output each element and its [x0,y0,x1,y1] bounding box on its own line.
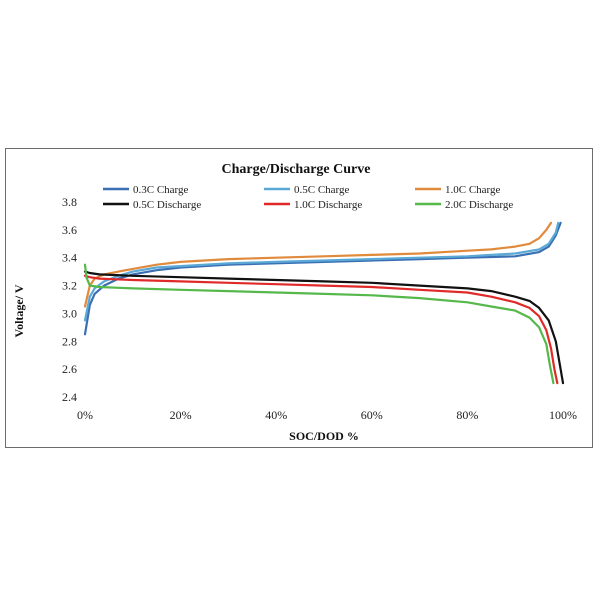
series-line-1-0c-discharge [83,274,559,385]
legend-label: 1.0C Charge [445,184,501,196]
chart-title: Charge/Discharge Curve [222,162,371,177]
legend-label: 0.5C Discharge [133,199,201,211]
legend-item: 2.0C Discharge [415,199,513,211]
series-group [83,221,565,385]
y-tick-label: 3.6 [62,223,77,237]
x-tick-label: 20% [170,408,192,422]
charge-discharge-chart: Charge/Discharge Curve 0.3C Charge 0.5C C… [12,162,577,443]
x-tick-label: 100% [549,408,577,422]
y-tick-label: 3.2 [62,279,77,293]
legend-item: 0.5C Discharge [103,199,201,211]
legend-label: 1.0C Discharge [294,199,362,211]
legend-label: 0.5C Charge [294,184,350,196]
series-line-0-5c-charge [83,221,560,322]
y-axis-label: Voltage/ V [12,284,26,337]
legend-item: 0.3C Charge [103,184,189,196]
series-line-0-3c-charge [83,221,562,336]
legend-label: 0.3C Charge [133,184,189,196]
series-line-0-5c-discharge [83,270,565,385]
y-tick-label: 2.6 [62,362,77,376]
legend-item: 1.0C Discharge [264,199,362,211]
legend: 0.3C Charge 0.5C Charge 1.0C Charge 0.5C Di… [103,184,513,211]
chart-frame: Charge/Discharge Curve 0.3C Charge 0.5C C… [5,148,593,448]
y-tick-label: 2.8 [62,334,77,348]
legend-item: 1.0C Charge [415,184,501,196]
axes: 2.4 2.6 2.8 3.0 3.2 3.4 3.6 3.8 0% 20% 40% 60% 80% 10… [62,195,577,422]
series-line-2-0c-discharge [83,263,555,385]
x-tick-label: 80% [456,408,478,422]
y-tick-label: 3.8 [62,195,77,209]
x-axis-label: SOC/DOD % [289,429,359,443]
y-tick-label: 3.0 [62,306,77,320]
x-tick-label: 60% [361,408,383,422]
y-tick-label: 3.4 [62,251,77,265]
x-tick-label: 40% [265,408,287,422]
x-tick-label: 0% [77,408,93,422]
y-tick-label: 2.4 [62,390,77,404]
legend-item: 0.5C Charge [264,184,350,196]
legend-label: 2.0C Discharge [445,199,513,211]
